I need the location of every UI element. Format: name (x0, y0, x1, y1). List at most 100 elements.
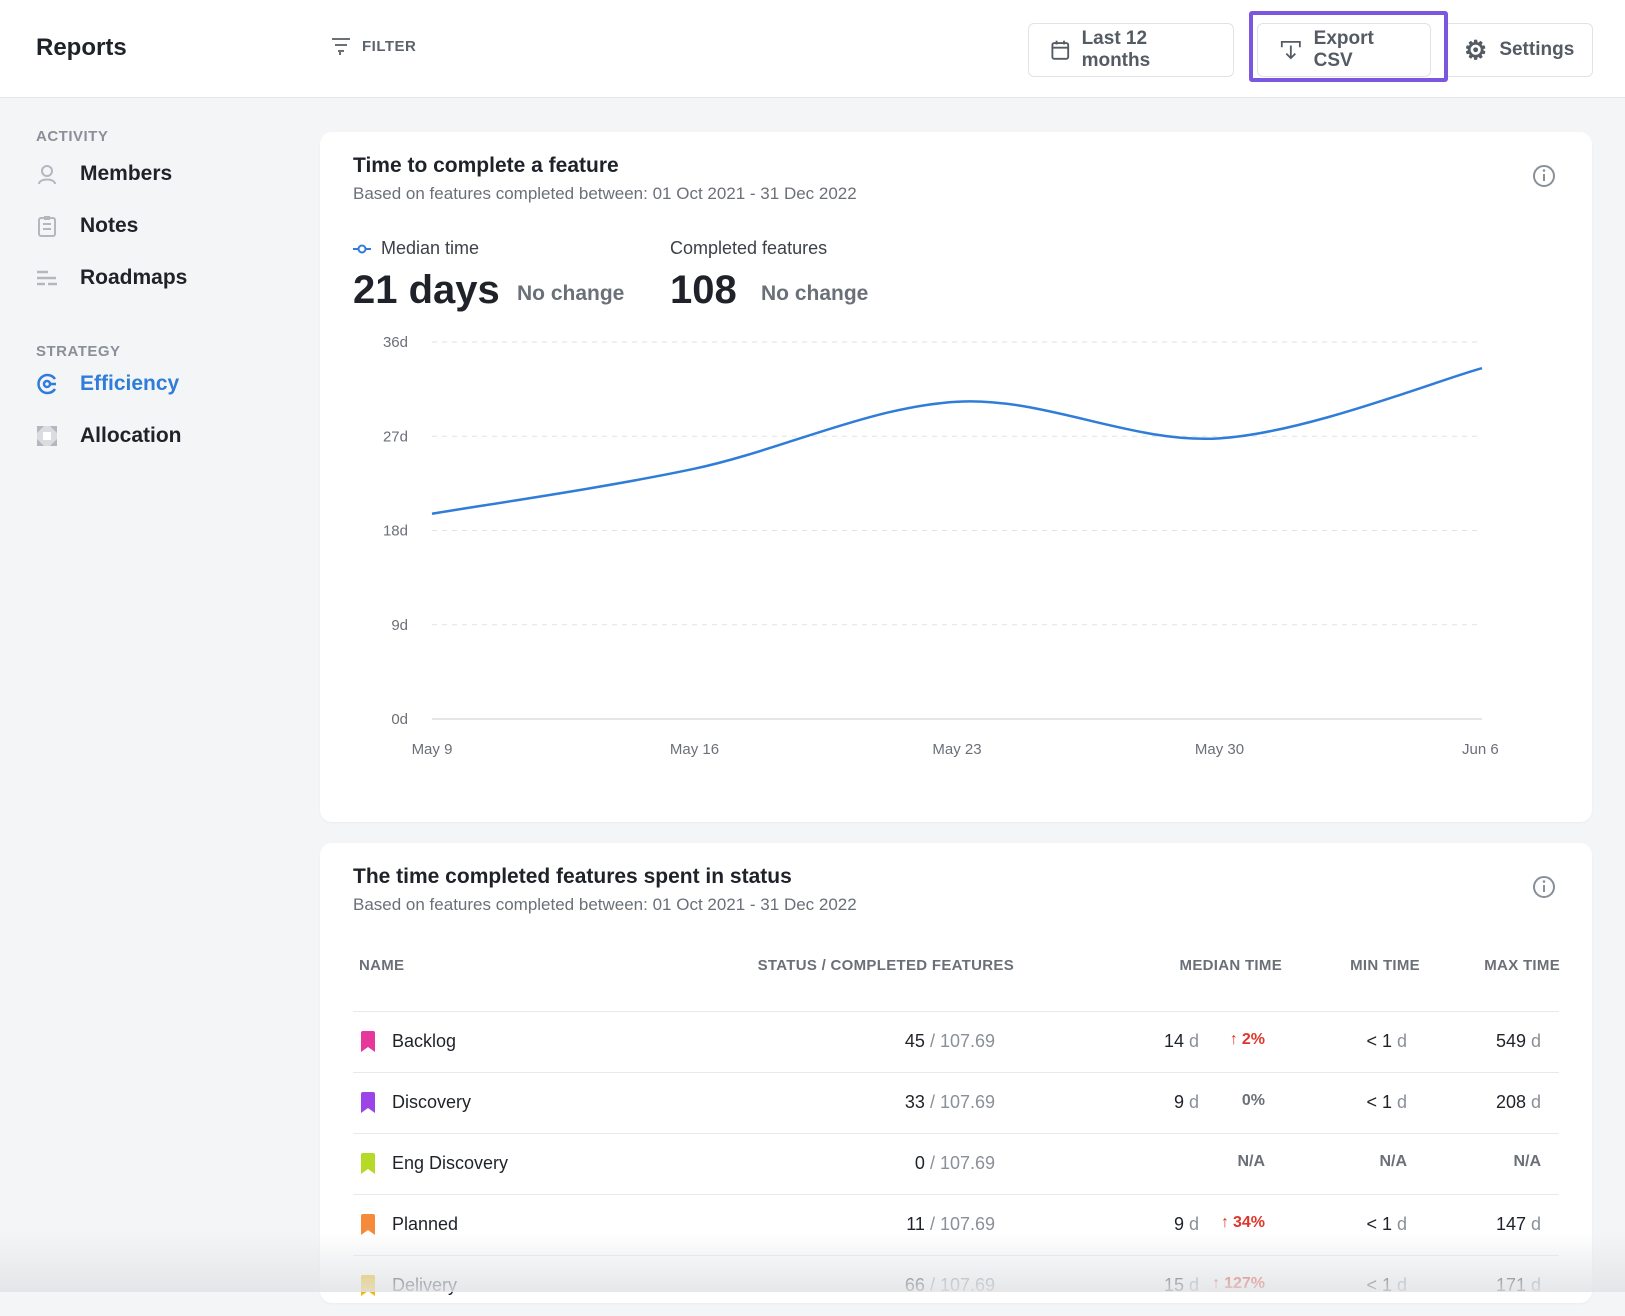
filter-label: FILTER (362, 37, 417, 55)
median-time-unit: d (1183, 1031, 1199, 1051)
median-time-unit: d (1183, 1275, 1199, 1295)
info-icon[interactable] (1532, 164, 1556, 188)
status-count-cell: 0 / 107.69 (915, 1153, 995, 1174)
completed-total: / 107.69 (924, 1153, 995, 1173)
gauge-icon (37, 373, 57, 395)
info-icon[interactable] (1532, 875, 1556, 899)
y-tick-label: 9d (391, 617, 408, 634)
min-time-cell: < 1 d (1366, 1214, 1407, 1235)
sidebar-item-label: Roadmaps (80, 266, 188, 289)
sidebar-item-roadmaps[interactable]: Roadmaps (36, 266, 187, 290)
bookmark-icon (361, 1092, 375, 1113)
sidebar-item-efficiency[interactable]: Efficiency (36, 372, 179, 396)
settings-button[interactable]: ⚙ Settings (1448, 23, 1593, 77)
max-time-value: 549 (1495, 1031, 1526, 1051)
median-time-cell: 9 d (1174, 1214, 1199, 1235)
column-header-min-time[interactable]: MIN TIME (1350, 957, 1420, 974)
table-row[interactable]: Backlog 45 / 107.69 14 d ↑ 2% < 1 d 549 d (353, 1011, 1559, 1072)
x-tick-label: May 9 (412, 741, 453, 758)
completed-total: / 107.69 (924, 1275, 995, 1295)
max-time-cell: 147 d (1496, 1214, 1541, 1235)
sidebar-item-allocation[interactable]: Allocation (36, 424, 182, 448)
date-range-label: Last 12 months (1081, 28, 1151, 71)
max-time-cell: 208 d (1496, 1092, 1541, 1113)
feature-time-card: Time to complete a feature Based on feat… (320, 132, 1592, 822)
user-icon (38, 165, 56, 185)
note-icon (38, 216, 56, 237)
min-time-value: < 1 (1366, 1092, 1392, 1112)
completed-total: / 107.69 (924, 1031, 995, 1051)
status-time-card: The time completed features spent in sta… (320, 843, 1592, 1303)
min-time-value: < 1 (1366, 1214, 1392, 1234)
median-time-cell: 9 d (1174, 1092, 1199, 1113)
median-time-value: 21 days (353, 268, 500, 312)
allocation-icon (37, 426, 57, 446)
completed-total: / 107.69 (924, 1214, 995, 1234)
completed-features-legend: Completed features (670, 238, 827, 259)
column-header-name[interactable]: NAME (359, 957, 405, 974)
sidebar-item-notes[interactable]: Notes (36, 214, 138, 238)
filter-button[interactable]: FILTER (330, 36, 416, 56)
median-change-value: 2% (1241, 1031, 1265, 1048)
table-row[interactable]: Eng Discovery 0 / 107.69 N/A N/A N/A (353, 1133, 1559, 1194)
median-change-value: N/A (1237, 1153, 1265, 1170)
export-csv-button[interactable]: Export CSV (1257, 23, 1431, 77)
max-time-unit: d (1525, 1275, 1541, 1295)
card-title: Time to complete a feature (353, 154, 619, 177)
table-row[interactable]: Delivery 66 / 107.69 15 d ↑ 127% < 1 d 171 d (353, 1255, 1559, 1316)
top-bar: Reports FILTER Last 12 months Export CSV… (0, 0, 1625, 98)
table-row[interactable]: Planned 11 / 107.69 9 d ↑ 34% < 1 d 147 d (353, 1194, 1559, 1255)
status-name: Backlog (392, 1031, 457, 1051)
min-time-cell: N/A (1379, 1153, 1407, 1171)
column-header-max-time[interactable]: MAX TIME (1484, 957, 1560, 974)
table-row[interactable]: Discovery 33 / 107.69 9 d 0% < 1 d 208 d (353, 1072, 1559, 1133)
median-change: ↑ 2% (1230, 1031, 1265, 1049)
completed-total: / 107.69 (924, 1092, 995, 1112)
status-name: Eng Discovery (392, 1153, 509, 1173)
y-tick-label: 18d (383, 523, 408, 540)
median-change-value: 34% (1232, 1214, 1265, 1231)
median-time-chart: 0d 9d 18d 27d 36d May 9 May 16 May 23 May 30 Jun … (383, 334, 1499, 758)
median-time-label: Median time (381, 238, 480, 258)
arrow-up-icon: ↑ (1212, 1275, 1221, 1292)
date-range-button[interactable]: Last 12 months (1028, 23, 1234, 77)
median-time-value: 14 (1163, 1031, 1184, 1051)
completed-features-label: Completed features (670, 238, 828, 258)
median-change: N/A (1237, 1153, 1265, 1171)
status-count: 11 (906, 1214, 925, 1234)
median-change: ↑ 34% (1221, 1214, 1265, 1232)
median-time-unit: d (1183, 1214, 1199, 1234)
status-name: Discovery (392, 1092, 472, 1112)
completed-features-change: No change (761, 282, 869, 305)
median-time-value: 9 (1173, 1092, 1184, 1112)
bookmark-icon (361, 1214, 375, 1235)
median-change: 0% (1242, 1092, 1265, 1110)
x-tick-label: Jun 6 (1462, 741, 1499, 758)
roadmap-icon (37, 270, 57, 286)
sidebar: ACTIVITY Members Notes Roadmaps STRATEGY (0, 98, 300, 1292)
min-time-value: < 1 (1366, 1275, 1392, 1295)
sidebar-item-label: Members (80, 162, 173, 185)
sidebar-item-label: Efficiency (80, 372, 180, 395)
x-tick-label: May 30 (1195, 741, 1244, 758)
y-tick-label: 27d (383, 428, 408, 445)
status-count-cell: 33 / 107.69 (905, 1092, 995, 1113)
column-header-status[interactable]: STATUS / COMPLETED FEATURES (757, 957, 1014, 974)
status-count-cell: 45 / 107.69 (905, 1031, 995, 1052)
sidebar-item-members[interactable]: Members (36, 162, 172, 186)
median-time-value: 15 (1163, 1275, 1184, 1295)
max-time-value: 208 (1495, 1092, 1526, 1112)
max-time-cell: 549 d (1496, 1031, 1541, 1052)
column-header-median-time[interactable]: MEDIAN TIME (1179, 957, 1282, 974)
x-tick-label: May 16 (670, 741, 719, 758)
bookmark-icon (361, 1153, 375, 1174)
download-icon (1280, 40, 1301, 60)
max-time-unit: d (1525, 1092, 1541, 1112)
x-tick-label: May 23 (932, 741, 981, 758)
median-time-change: No change (517, 282, 625, 305)
max-time-value: 171 (1495, 1275, 1526, 1295)
median-time-value: 9 (1173, 1214, 1184, 1234)
min-time-cell: < 1 d (1366, 1031, 1407, 1052)
median-change-value: 127% (1224, 1275, 1265, 1292)
max-time-unit: d (1525, 1031, 1541, 1051)
